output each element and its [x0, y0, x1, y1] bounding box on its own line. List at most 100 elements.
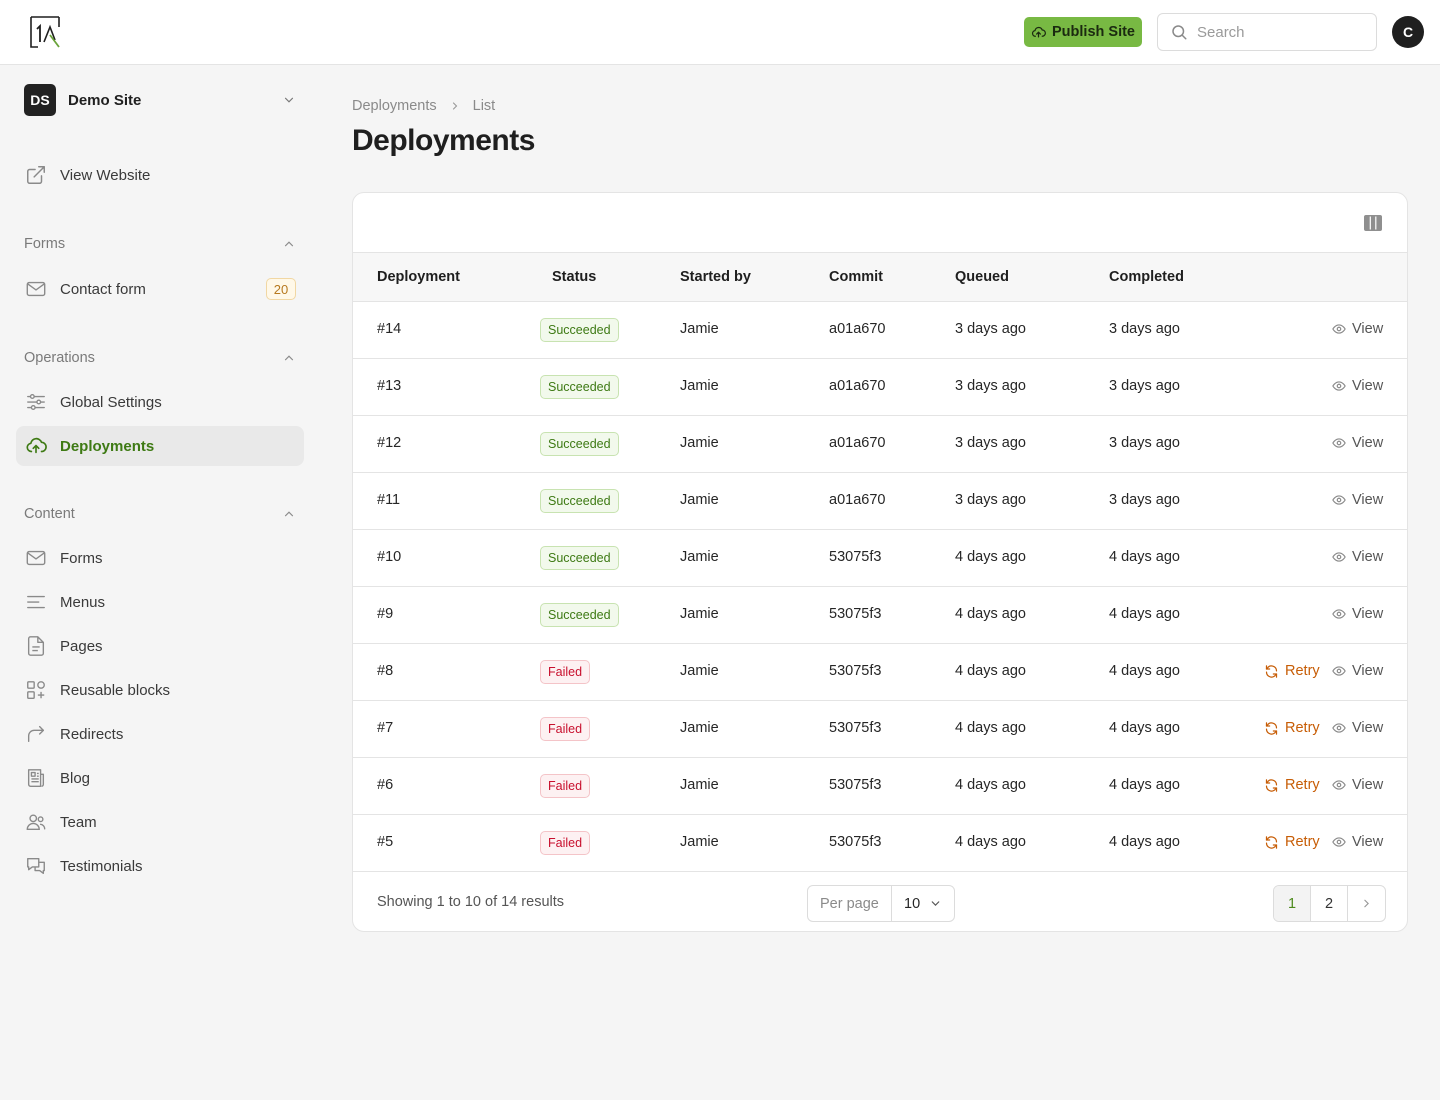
deployment-id: #8	[377, 663, 394, 679]
pagination: 1 2	[1273, 885, 1386, 922]
table-row[interactable]: #6 Failed Jamie 53075f3 4 days ago 4 days ago…	[353, 758, 1407, 815]
queued-time: 4 days ago	[955, 720, 1026, 736]
page-button-1[interactable]: 1	[1274, 886, 1311, 921]
view-button[interactable]: View	[1332, 834, 1383, 850]
deployment-id: #11	[377, 492, 401, 508]
status-badge: Failed	[540, 717, 591, 741]
sidebar-item-redirects[interactable]: Redirects	[16, 714, 304, 754]
table-toolbar	[353, 193, 1407, 253]
count-badge: 20	[266, 278, 296, 300]
per-page-label: Per page	[808, 886, 892, 921]
publish-site-button[interactable]: Publish Site	[1024, 17, 1142, 47]
view-label: View	[1352, 720, 1384, 736]
page-button-2[interactable]: 2	[1311, 886, 1348, 921]
column-header-deployment[interactable]: Deployment	[377, 269, 460, 285]
commit-hash: 53075f3	[829, 777, 882, 793]
eye-icon	[1332, 322, 1346, 336]
sidebar-item-label: Blog	[60, 769, 91, 787]
column-header-started-by[interactable]: Started by	[680, 269, 751, 285]
sidebar-item-label: View Website	[60, 166, 151, 184]
view-button[interactable]: View	[1332, 720, 1383, 736]
view-button[interactable]: View	[1332, 435, 1383, 451]
eye-icon	[1332, 550, 1346, 564]
retry-label: Retry	[1285, 720, 1320, 736]
retry-icon	[1264, 835, 1279, 850]
per-page-value-dropdown[interactable]: 10	[892, 896, 954, 912]
commit-hash: 53075f3	[829, 606, 882, 622]
retry-button[interactable]: Retry	[1264, 834, 1320, 850]
completed-time: 4 days ago	[1109, 720, 1180, 736]
column-header-queued[interactable]: Queued	[955, 269, 1009, 285]
group-label: Content	[24, 506, 75, 522]
sidebar-item-contact-form[interactable]: Contact form 20	[16, 269, 304, 309]
view-button[interactable]: View	[1332, 777, 1383, 793]
breadcrumb: Deployments List	[352, 96, 495, 116]
table-row[interactable]: #10 Succeeded Jamie 53075f3 4 days ago 4 days…	[353, 530, 1407, 587]
user-avatar[interactable]: C	[1392, 16, 1424, 48]
sidebar-item-menus[interactable]: Menus	[16, 582, 304, 622]
group-toggle-content[interactable]: Content	[24, 503, 296, 525]
deployments-table-card: Deployment Status Started by Commit Queu…	[352, 192, 1408, 932]
view-button[interactable]: View	[1332, 492, 1383, 508]
sidebar-item-testimonials[interactable]: Testimonials	[16, 846, 304, 886]
table-row[interactable]: #12 Succeeded Jamie a01a670 3 days ago 3 days…	[353, 416, 1407, 473]
sidebar-item-team[interactable]: Team	[16, 802, 304, 842]
table-row[interactable]: #5 Failed Jamie 53075f3 4 days ago 4 days ago…	[353, 815, 1407, 872]
view-button[interactable]: View	[1332, 663, 1383, 679]
column-header-commit[interactable]: Commit	[829, 269, 883, 285]
document-icon	[24, 634, 48, 658]
table-row[interactable]: #8 Failed Jamie 53075f3 4 days ago 4 days ago…	[353, 644, 1407, 701]
column-header-status[interactable]: Status	[552, 269, 597, 285]
table-row[interactable]: #13 Succeeded Jamie a01a670 3 days ago 3 days…	[353, 359, 1407, 416]
sidebar-item-label: Reusable blocks	[60, 681, 171, 699]
deployment-id: #9	[377, 606, 394, 622]
eye-icon	[1332, 493, 1346, 507]
completed-time: 4 days ago	[1109, 834, 1180, 850]
sidebar-item-blog[interactable]: Blog	[16, 758, 304, 798]
table-row[interactable]: #9 Succeeded Jamie 53075f3 4 days ago 4 days …	[353, 587, 1407, 644]
app-logo[interactable]	[28, 15, 62, 49]
completed-time: 4 days ago	[1109, 549, 1180, 565]
view-label: View	[1352, 492, 1384, 508]
completed-time: 3 days ago	[1109, 321, 1180, 337]
queued-time: 3 days ago	[955, 435, 1026, 451]
sidebar-item-label: Redirects	[60, 725, 124, 743]
queued-time: 4 days ago	[955, 606, 1026, 622]
sidebar-item-view-website[interactable]: View Website	[16, 155, 304, 195]
retry-button[interactable]: Retry	[1264, 663, 1320, 679]
columns-toggle-icon[interactable]	[1363, 214, 1383, 232]
deployment-id: #12	[377, 435, 402, 451]
view-button[interactable]: View	[1332, 549, 1383, 565]
view-button[interactable]: View	[1332, 606, 1383, 622]
search-input[interactable]	[1197, 23, 1357, 41]
group-toggle-forms[interactable]: Forms	[24, 233, 296, 255]
view-button[interactable]: View	[1332, 321, 1383, 337]
next-page-button[interactable]	[1348, 886, 1385, 921]
sidebar-item-deployments[interactable]: Deployments	[16, 426, 304, 466]
retry-button[interactable]: Retry	[1264, 777, 1320, 793]
breadcrumb-parent-link[interactable]: Deployments	[352, 98, 437, 114]
table-row[interactable]: #14 Succeeded Jamie a01a670 3 days ago 3 days…	[353, 302, 1407, 359]
eye-icon	[1332, 778, 1346, 792]
status-badge: Succeeded	[540, 318, 619, 342]
view-label: View	[1352, 606, 1384, 622]
sidebar-item-reusable-blocks[interactable]: Reusable blocks	[16, 670, 304, 710]
site-switcher[interactable]: DS Demo Site	[24, 84, 296, 116]
search-box[interactable]	[1157, 13, 1377, 51]
column-header-completed[interactable]: Completed	[1109, 269, 1184, 285]
table-row[interactable]: #7 Failed Jamie 53075f3 4 days ago 4 days ago…	[353, 701, 1407, 758]
group-label: Forms	[24, 236, 66, 252]
view-button[interactable]: View	[1332, 378, 1383, 394]
sidebar-item-label: Team	[60, 813, 97, 831]
sidebar-item-global-settings[interactable]: Global Settings	[16, 382, 304, 422]
group-toggle-operations[interactable]: Operations	[24, 347, 296, 369]
retry-button[interactable]: Retry	[1264, 720, 1320, 736]
status-badge: Failed	[540, 774, 591, 798]
started-by: Jamie	[680, 321, 719, 337]
view-label: View	[1352, 435, 1384, 451]
table-row[interactable]: #11 Succeeded Jamie a01a670 3 days ago 3 days…	[353, 473, 1407, 530]
per-page-select[interactable]: Per page 10	[807, 885, 955, 922]
sidebar-item-pages[interactable]: Pages	[16, 626, 304, 666]
sidebar-item-forms[interactable]: Forms	[16, 538, 304, 578]
chevron-up-icon	[284, 355, 294, 361]
